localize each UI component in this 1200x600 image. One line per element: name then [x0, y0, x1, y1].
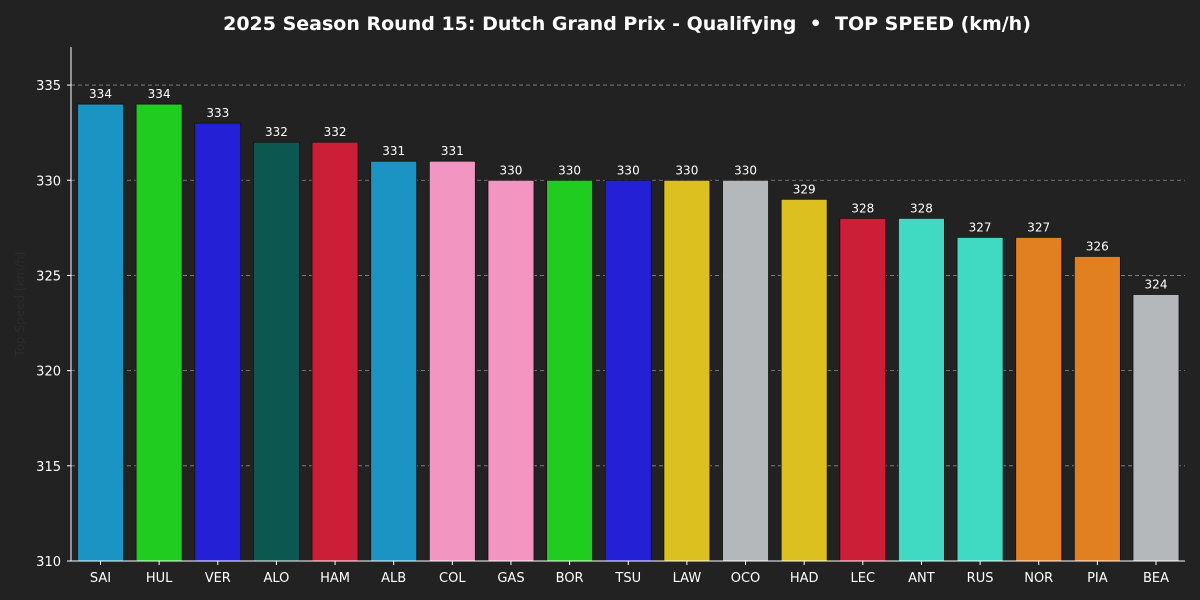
x-ticks: SAI HUL VER ALO HAM ALB COL GAS BOR TSU LAW OCO HAD L…	[90, 561, 1169, 586]
bar-pia	[1073, 256, 1121, 562]
bar-label-tsu: 330	[617, 163, 640, 177]
bar-alo	[253, 141, 300, 562]
bar-ham	[311, 141, 359, 562]
x-tick-label-oco: OCO	[731, 571, 761, 586]
bar-ver	[194, 122, 242, 562]
x-tick-label-tsu: TSU	[614, 571, 641, 586]
x-tick-label-law: LAW	[673, 571, 702, 586]
bar-label-ver: 333	[206, 106, 229, 120]
bar-label-ant: 328	[910, 201, 933, 215]
bar-label-col: 331	[441, 144, 464, 158]
bar-sai	[77, 103, 124, 562]
y-tick-label-335: 335	[36, 79, 61, 94]
bar-label-lec: 328	[851, 201, 874, 215]
bar-label-alo: 332	[265, 125, 288, 139]
bar-label-oco: 330	[734, 163, 757, 177]
bar-label-ham: 332	[324, 125, 347, 139]
x-tick-label-alb: ALB	[381, 571, 406, 586]
y-tick-label-310: 310	[36, 555, 61, 570]
chart-title: 2025 Season Round 15: Dutch Grand Prix -…	[223, 13, 1031, 35]
bar-gas	[487, 179, 535, 562]
bar-label-gas: 330	[500, 163, 523, 177]
x-tick-label-gas: GAS	[497, 571, 524, 586]
x-tick-label-pia: PIA	[1087, 571, 1108, 586]
x-tick-label-ham: HAM	[320, 571, 350, 586]
x-tick-label-col: COL	[439, 571, 466, 586]
x-tick-label-bor: BOR	[556, 571, 584, 586]
bar-rus	[956, 236, 1004, 562]
y-tick-label-320: 320	[36, 365, 61, 380]
y-tick-label-330: 330	[36, 174, 61, 189]
bar-col	[428, 160, 476, 562]
bar-tsu	[604, 179, 652, 562]
bar-hul	[135, 103, 183, 562]
x-tick-label-lec: LEC	[851, 571, 876, 586]
bars	[77, 103, 1180, 562]
bar-label-alb: 331	[382, 144, 405, 158]
y-tick-label-325: 325	[36, 269, 61, 284]
x-tick-label-ver: VER	[205, 571, 231, 586]
x-tick-label-ant: ANT	[908, 571, 935, 586]
bar-lec	[839, 217, 887, 562]
bar-label-bor: 330	[558, 163, 581, 177]
bar-label-nor: 327	[1027, 220, 1050, 234]
bar-alb	[370, 160, 418, 562]
y-ticks: 310 315 320 325 330 335	[36, 79, 71, 570]
bar-label-had: 329	[793, 182, 816, 196]
bar-had	[780, 198, 828, 562]
bar-law	[663, 179, 711, 562]
bar-nor	[1015, 236, 1063, 562]
bar-label-rus: 327	[969, 220, 992, 234]
bar-label-hul: 334	[148, 87, 171, 101]
x-tick-label-hul: HUL	[146, 571, 173, 586]
x-tick-label-bea: BEA	[1143, 571, 1169, 586]
x-tick-label-nor: NOR	[1024, 571, 1053, 586]
x-tick-label-alo: ALO	[263, 571, 289, 586]
x-tick-label-had: HAD	[790, 571, 819, 586]
bar-label-bea: 324	[1145, 277, 1168, 291]
y-axis-label: Top Speed (km/h)	[13, 251, 27, 357]
x-tick-label-sai: SAI	[90, 571, 111, 586]
bar-label-pia: 326	[1086, 239, 1109, 253]
bar-bea	[1132, 294, 1180, 562]
bar-ant	[898, 217, 945, 562]
bar-oco	[722, 179, 769, 562]
bar-labels: 334 334 333 332 332 331 331 330 330 330 330 330 329 3…	[89, 87, 1167, 291]
x-tick-label-rus: RUS	[967, 571, 994, 586]
bar-bor	[546, 179, 594, 562]
bar-label-law: 330	[675, 163, 698, 177]
bar-label-sai: 334	[89, 87, 112, 101]
y-tick-label-315: 315	[36, 460, 61, 475]
